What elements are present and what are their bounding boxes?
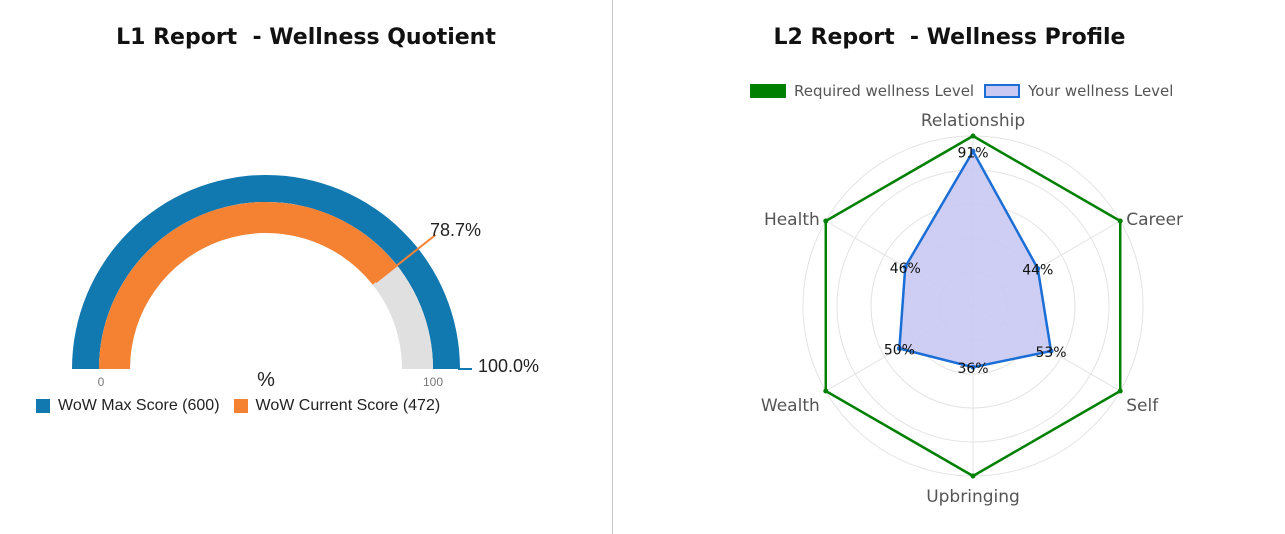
radar-chart: 91% 44% 53% 36% 50% 46% Relationship Career Self… (761, 111, 1183, 507)
gauge-current-marker (375, 234, 437, 283)
radar-data-label-6: 46% (890, 261, 921, 277)
legend-item-max-score[interactable]: WoW Max Score (600) (36, 397, 220, 415)
legend-swatch-current-score (233, 399, 248, 413)
gauge-panel: L1 Report - Wellness Quotient 78.7% 100.… (0, 0, 612, 534)
radar-point-your-wellness-level-4 (970, 364, 976, 370)
legend-label-max-score: WoW Max Score (600) (58, 397, 220, 414)
gauge-chart: 78.7% 100.0% 0 100 % (72, 175, 539, 391)
radar-axis-label-upbringing: Upbringing (926, 487, 1020, 507)
legend-label-your-level: Your wellness Level (1028, 82, 1174, 100)
gauge-current-score-arc (99, 202, 397, 369)
radar-title: L2 Report - Wellness Profile (773, 25, 1126, 50)
legend-swatch-your-level (984, 84, 1021, 98)
gauge-current-value-label: 78.7% (430, 220, 481, 240)
gauge-max-score-arc (72, 175, 460, 369)
legend-label-current-score: WoW Current Score (472) (255, 397, 441, 414)
gauge-max-value-label: 100.0% (478, 356, 539, 376)
radar-axis-label-health: Health (764, 210, 820, 230)
gauge-min-tick-label: 0 (98, 375, 105, 389)
radar-axis-label-self: Self (1126, 396, 1159, 416)
radar-legend: Required wellness Level Your wellness Le… (750, 82, 1183, 100)
legend-item-current-score[interactable]: WoW Current Score (472) (233, 397, 441, 415)
radar-panel: L2 Report - Wellness Profile Required we… (614, 0, 1285, 534)
legend-item-required-level[interactable]: Required wellness Level (750, 82, 974, 100)
legend-swatch-required-level (750, 84, 786, 98)
panel-divider (612, 0, 613, 534)
radar-data-label-1: 91% (957, 145, 988, 161)
radar-data-label-3: 53% (1035, 345, 1066, 361)
radar-data-label-5: 50% (884, 343, 915, 359)
gauge-title: L1 Report - Wellness Quotient (116, 25, 496, 50)
radar-data-label-2: 44% (1022, 263, 1053, 279)
gauge-max-tick-label: 100 (423, 375, 443, 389)
radar-point-required-wellness-level-5 (823, 388, 829, 394)
radar-point-your-wellness-level-5 (896, 346, 902, 351)
radar-point-required-wellness-level-2 (1117, 218, 1123, 224)
radar-axis-label-wealth: Wealth (761, 396, 820, 416)
radar-point-your-wellness-level-1 (970, 148, 976, 154)
radar-series-your-wellness-level (898, 148, 1053, 369)
radar-data-label-4: 36% (957, 361, 988, 377)
radar-point-required-wellness-level-6 (823, 218, 829, 224)
legend-item-your-level[interactable]: Your wellness Level (984, 82, 1173, 100)
gauge-legend: WoW Max Score (600) WoW Current Score (4… (36, 397, 454, 415)
radar-point-required-wellness-level-3 (1117, 388, 1123, 394)
radar-point-your-wellness-level-6 (902, 264, 908, 270)
radar-point-your-wellness-level-3 (1048, 348, 1054, 354)
radar-axis-label-career: Career (1126, 210, 1183, 230)
radar-point-required-wellness-level-1 (970, 133, 976, 139)
legend-swatch-max-score (36, 399, 50, 413)
legend-label-required-level: Required wellness Level (794, 82, 975, 100)
radar-axis-label-relationship: Relationship (921, 111, 1025, 131)
gauge-unit-label: % (257, 369, 275, 391)
radar-point-your-wellness-level-2 (1035, 266, 1041, 272)
radar-point-required-wellness-level-4 (970, 473, 976, 479)
